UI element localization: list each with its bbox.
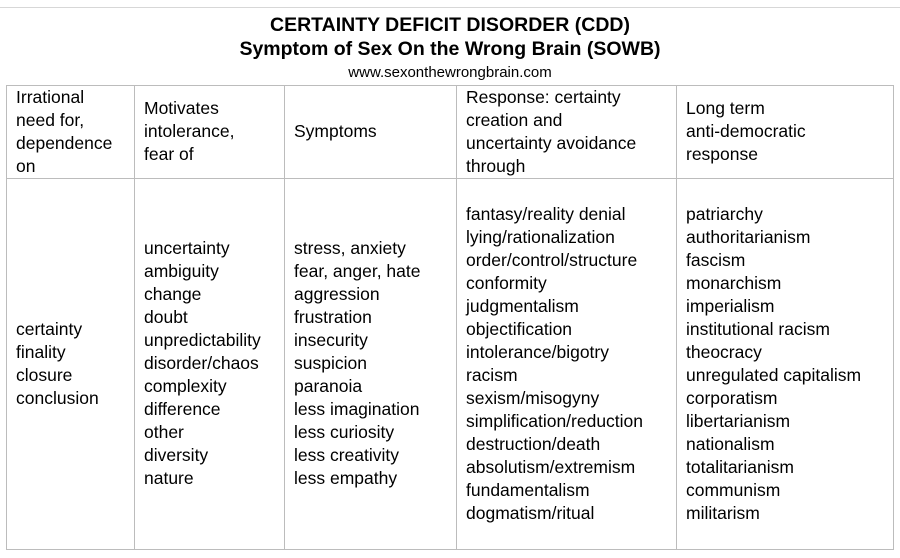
list-item: unregulated capitalism xyxy=(686,365,862,385)
list-item: nationalism xyxy=(686,434,775,454)
list-item: objectification xyxy=(466,319,573,339)
top-divider xyxy=(0,7,900,8)
header-long-term: Long term anti-democratic response xyxy=(686,97,806,166)
list-item: lying/rationalization xyxy=(466,227,615,247)
list-item: less curiosity xyxy=(294,422,395,442)
list-item: conclusion xyxy=(16,388,99,408)
header-line: anti-democratic xyxy=(686,121,806,141)
list-item: uncertainty xyxy=(144,238,230,258)
list-item: sexism/misogyny xyxy=(466,388,600,408)
list-item: stress, anxiety xyxy=(294,238,406,258)
header-line: Irrational xyxy=(16,87,85,107)
list-item: dogmatism/ritual xyxy=(466,503,595,523)
list-item: difference xyxy=(144,399,221,419)
list-item: fascism xyxy=(686,250,746,270)
column-divider xyxy=(134,86,135,549)
list-item: complexity xyxy=(144,376,227,396)
header-line: Response: certainty xyxy=(466,87,621,107)
list-item: certainty xyxy=(16,319,83,339)
list-item: frustration xyxy=(294,307,372,327)
list-item: nature xyxy=(144,468,194,488)
header-line: on xyxy=(16,156,36,176)
cdd-table: Irrational need for, dependence on Motiv… xyxy=(6,85,894,550)
column-divider xyxy=(284,86,285,549)
header-line: intolerance, xyxy=(144,121,235,141)
list-item: racism xyxy=(466,365,518,385)
list-item: fear, anger, hate xyxy=(294,261,421,281)
list-item: disorder/chaos xyxy=(144,353,259,373)
list-item: insecurity xyxy=(294,330,368,350)
list-item: patriarchy xyxy=(686,204,763,224)
list-item: absolutism/extremism xyxy=(466,457,636,477)
list-item: ambiguity xyxy=(144,261,219,281)
list-item: monarchism xyxy=(686,273,782,293)
page-title: CERTAINTY DEFICIT DISORDER (CDD) xyxy=(269,14,631,36)
header-line: uncertainty avoidance xyxy=(466,133,637,153)
column-symptoms: stress, anxiety fear, anger, hate aggres… xyxy=(294,237,421,490)
list-item: other xyxy=(144,422,184,442)
list-item: authoritarianism xyxy=(686,227,811,247)
header-line: Symptoms xyxy=(294,121,377,141)
header-line: creation and xyxy=(466,110,563,130)
list-item: totalitarianism xyxy=(686,457,794,477)
list-item: diversity xyxy=(144,445,209,465)
header-divider xyxy=(7,178,893,179)
website-url: www.sexonthewrongbrain.com xyxy=(348,64,552,81)
list-item: imperialism xyxy=(686,296,775,316)
header-fear-of: Motivates intolerance, fear of xyxy=(144,97,234,166)
list-item: aggression xyxy=(294,284,380,304)
list-item: closure xyxy=(16,365,73,385)
list-item: less empathy xyxy=(294,468,398,488)
list-item: intolerance/bigotry xyxy=(466,342,609,362)
list-item: libertarianism xyxy=(686,411,791,431)
column-long-term: patriarchy authoritarianism fascism mona… xyxy=(686,203,861,525)
list-item: judgmentalism xyxy=(466,296,579,316)
header-need-for: Irrational need for, dependence on xyxy=(16,86,112,178)
header-line: fear of xyxy=(144,144,194,164)
list-item: less creativity xyxy=(294,445,400,465)
list-item: finality xyxy=(16,342,66,362)
header-line: response xyxy=(686,144,758,164)
column-response: fantasy/reality denial lying/rationaliza… xyxy=(466,203,643,525)
list-item: change xyxy=(144,284,202,304)
column-need-for: certainty finality closure conclusion xyxy=(16,318,99,410)
list-item: paranoia xyxy=(294,376,363,396)
list-item: militarism xyxy=(686,503,760,523)
list-item: order/control/structure xyxy=(466,250,638,270)
header-symptoms: Symptoms xyxy=(294,120,377,143)
list-item: unpredictability xyxy=(144,330,261,350)
header-response: Response: certainty creation and uncerta… xyxy=(466,86,636,178)
header-line: Long term xyxy=(686,98,765,118)
list-item: conformity xyxy=(466,273,547,293)
list-item: suspicion xyxy=(294,353,367,373)
column-divider xyxy=(456,86,457,549)
list-item: doubt xyxy=(144,307,188,327)
list-item: corporatism xyxy=(686,388,778,408)
column-divider xyxy=(676,86,677,549)
list-item: fundamentalism xyxy=(466,480,590,500)
list-item: less imagination xyxy=(294,399,420,419)
header-line: dependence xyxy=(16,133,113,153)
list-item: simplification/reduction xyxy=(466,411,644,431)
list-item: institutional racism xyxy=(686,319,830,339)
list-item: destruction/death xyxy=(466,434,601,454)
list-item: communism xyxy=(686,480,781,500)
header-line: Motivates xyxy=(144,98,219,118)
header-line: need for, xyxy=(16,110,85,130)
column-fear-of: uncertainty ambiguity change doubt unpre… xyxy=(144,237,261,490)
list-item: fantasy/reality denial xyxy=(466,204,626,224)
page-subtitle: Symptom of Sex On the Wrong Brain (SOWB) xyxy=(239,38,661,60)
header-line: through xyxy=(466,156,526,176)
list-item: theocracy xyxy=(686,342,762,362)
